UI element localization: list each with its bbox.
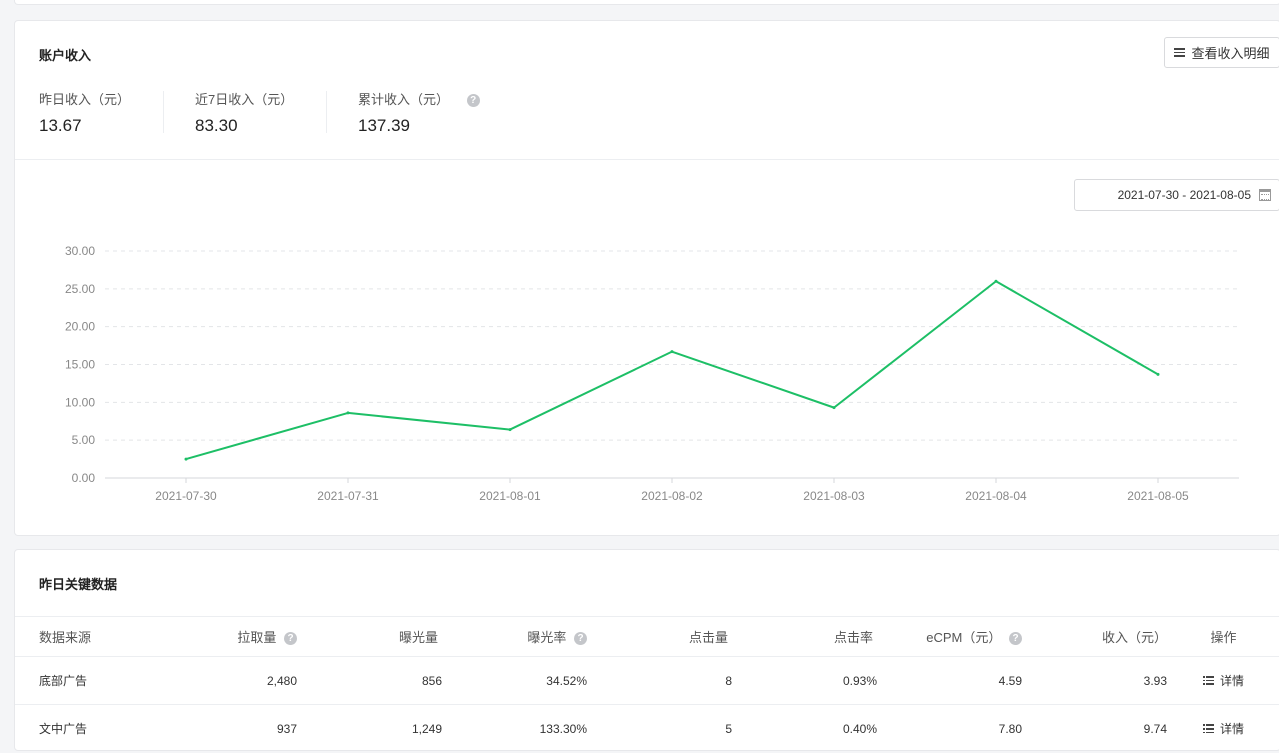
table-header-row: 数据来源 拉取量 ? 曝光量 曝光率 ? 点击量 点击率 eCPM（元） ? 收… xyxy=(15,616,1279,657)
income-line-chart: 0.00 5.00 10.00 15.00 20.00 25.00 30.00 2021-07… xyxy=(65,244,1239,503)
stat-yesterday-label: 昨日收入（元） xyxy=(39,92,131,107)
menu-icon xyxy=(1174,48,1186,57)
y-tick-label: 0.00 xyxy=(72,471,96,485)
data-point xyxy=(184,457,188,461)
col-ctr: 点击率 xyxy=(732,616,877,657)
stat-total: 累计收入（元） ? 137.39 xyxy=(358,89,480,136)
cell-clicks: 5 xyxy=(587,704,732,753)
table-row: 底部广告 2,480 856 34.52% 8 0.93% 4.59 3.93 … xyxy=(15,656,1279,705)
x-tick-label: 2021-08-02 xyxy=(641,489,703,503)
cell-revenue: 3.93 xyxy=(1022,656,1167,705)
date-range-value: 2021-07-30 - 2021-08-05 xyxy=(1117,188,1251,202)
col-revenue: 收入（元） xyxy=(1022,616,1167,657)
stat-divider xyxy=(163,91,164,133)
detail-link-label: 详情 xyxy=(1219,722,1244,737)
cell-ctr: 0.93% xyxy=(732,656,877,705)
stat-7days: 近7日收入（元） 83.30 xyxy=(195,89,293,136)
stat-total-label-text: 累计收入（元） xyxy=(358,92,450,107)
cell-pulls: 937 xyxy=(185,704,297,753)
stat-7days-label: 近7日收入（元） xyxy=(195,92,294,107)
y-tick-label: 10.00 xyxy=(65,395,95,409)
key-data-title: 昨日关键数据 xyxy=(39,577,118,592)
view-income-detail-button[interactable]: 查看收入明细 xyxy=(1164,37,1279,68)
question-circle-icon[interactable]: ? xyxy=(574,632,587,646)
y-tick-label: 25.00 xyxy=(65,282,95,296)
section-divider xyxy=(15,159,1279,160)
key-data-table: 数据来源 拉取量 ? 曝光量 曝光率 ? 点击量 点击率 eCPM（元） ? 收… xyxy=(15,616,1279,753)
cell-impressions: 1,249 xyxy=(297,704,442,753)
y-tick-label: 5.00 xyxy=(72,433,96,447)
col-source: 数据来源 xyxy=(15,616,185,657)
stat-total-value: 137.39 xyxy=(358,116,410,135)
col-pulls: 拉取量 ? xyxy=(185,616,297,657)
data-point xyxy=(832,406,836,410)
stat-divider xyxy=(326,91,327,133)
y-tick-label: 30.00 xyxy=(65,244,95,258)
x-tick-label: 2021-08-01 xyxy=(479,489,541,503)
x-tick-label: 2021-07-31 xyxy=(317,489,379,503)
list-icon xyxy=(1202,676,1214,685)
data-point xyxy=(508,428,512,432)
x-tick-label: 2021-08-03 xyxy=(803,489,865,503)
col-action: 操作 xyxy=(1167,616,1279,657)
cell-impressions: 856 xyxy=(297,656,442,705)
question-circle-icon[interactable]: ? xyxy=(284,632,297,646)
cell-source: 底部广告 xyxy=(15,656,185,705)
stat-7days-value: 83.30 xyxy=(195,116,238,135)
stat-yesterday: 昨日收入（元） 13.67 xyxy=(39,89,130,136)
calendar-icon xyxy=(1259,189,1271,201)
date-range-picker[interactable]: 2021-07-30 - 2021-08-05 xyxy=(1074,179,1279,211)
stat-yesterday-value: 13.67 xyxy=(39,116,82,135)
cell-impression-rate: 133.30% xyxy=(442,704,587,753)
question-circle-icon[interactable]: ? xyxy=(466,94,480,108)
cell-clicks: 8 xyxy=(587,656,732,705)
detail-link-label: 详情 xyxy=(1219,674,1244,688)
stat-total-label: 累计收入（元） ? xyxy=(358,89,480,108)
data-point xyxy=(1156,372,1160,376)
col-impression-rate: 曝光率 ? xyxy=(442,616,587,657)
col-ecpm: eCPM（元） ? xyxy=(877,616,1022,657)
cell-revenue: 9.74 xyxy=(1022,704,1167,753)
question-circle-icon[interactable]: ? xyxy=(1009,632,1022,646)
col-impressions: 曝光量 xyxy=(297,616,442,657)
cell-action: 详情 xyxy=(1167,704,1279,753)
cell-pulls: 2,480 xyxy=(185,656,297,705)
cell-source: 文中广告 xyxy=(15,704,185,753)
list-icon xyxy=(1202,724,1214,734)
detail-link[interactable]: 详情 xyxy=(1202,720,1244,737)
key-data-card: 昨日关键数据 数据来源 拉取量 ? 曝光量 曝光率 ? 点击量 点击率 eCPM… xyxy=(14,549,1279,753)
account-income-card: 账户收入 查看收入明细 昨日收入（元） 13.67 近7日收入（元） 83.30… xyxy=(14,20,1279,536)
x-tick-label: 2021-08-05 xyxy=(1127,489,1189,503)
x-tick-label: 2021-08-04 xyxy=(965,489,1027,503)
detail-link[interactable]: 详情 xyxy=(1202,672,1244,689)
income-title: 账户收入 xyxy=(39,48,92,63)
data-point xyxy=(346,411,350,415)
cell-impression-rate: 34.52% xyxy=(442,656,587,705)
view-income-detail-label: 查看收入明细 xyxy=(1191,46,1270,61)
top-card-fragment xyxy=(14,0,1279,5)
series-line xyxy=(185,280,1159,461)
y-tick-label: 20.00 xyxy=(65,320,95,334)
table-row: 文中广告 937 1,249 133.30% 5 0.40% 7.80 9.74… xyxy=(15,704,1279,753)
data-point xyxy=(670,350,674,354)
cell-ecpm: 4.59 xyxy=(877,656,1022,705)
cell-action: 详情 xyxy=(1167,656,1279,705)
x-tick-label: 2021-07-30 xyxy=(155,489,217,503)
cell-ctr: 0.40% xyxy=(732,704,877,753)
col-clicks: 点击量 xyxy=(587,616,732,657)
data-point xyxy=(994,279,998,283)
y-tick-label: 15.00 xyxy=(65,358,95,372)
cell-ecpm: 7.80 xyxy=(877,704,1022,753)
